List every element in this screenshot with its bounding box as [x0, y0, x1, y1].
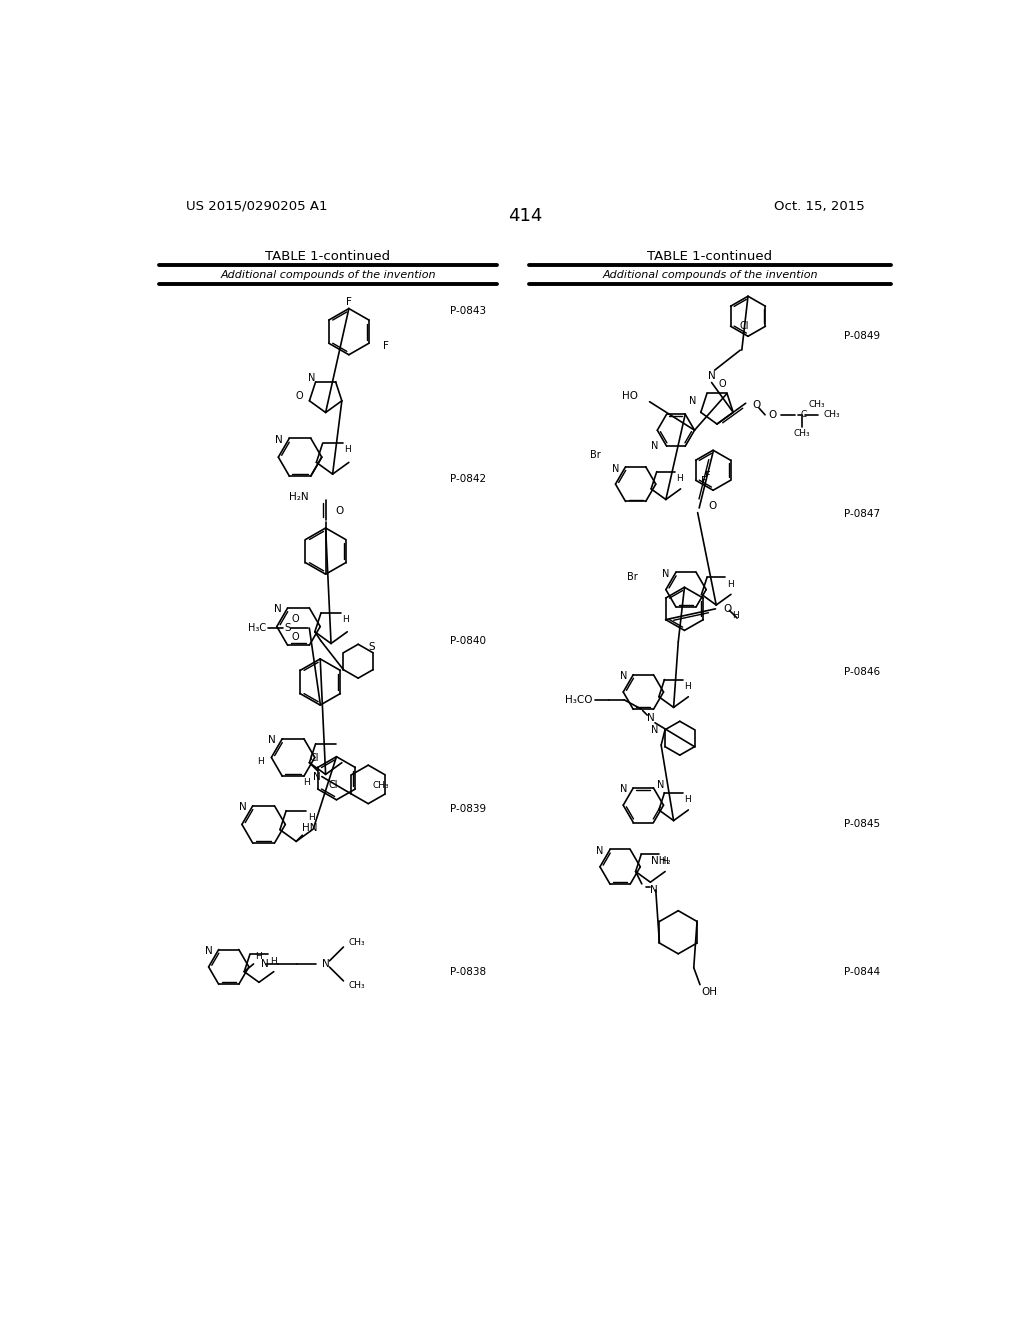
- Text: H₃C: H₃C: [248, 623, 266, 634]
- Text: H: H: [684, 795, 691, 804]
- Text: H: H: [727, 579, 733, 589]
- Text: H: H: [343, 615, 349, 624]
- Text: N: N: [596, 846, 604, 855]
- Text: Cl: Cl: [740, 321, 750, 331]
- Text: TABLE 1-continued: TABLE 1-continued: [647, 251, 772, 264]
- Text: N: N: [308, 374, 315, 383]
- Text: HN: HN: [302, 822, 317, 833]
- Text: N: N: [268, 735, 276, 746]
- Text: H: H: [684, 682, 691, 690]
- Text: H: H: [344, 445, 351, 454]
- Text: H: H: [677, 474, 683, 483]
- Text: P-0847: P-0847: [844, 510, 880, 519]
- Text: Br: Br: [590, 450, 601, 459]
- Text: NH₂: NH₂: [651, 855, 671, 866]
- Text: OH: OH: [701, 987, 718, 998]
- Text: Additional compounds of the invention: Additional compounds of the invention: [220, 271, 435, 280]
- Text: N: N: [651, 725, 658, 735]
- Text: P-0845: P-0845: [844, 820, 880, 829]
- Text: N: N: [647, 713, 655, 723]
- Text: H: H: [269, 957, 276, 966]
- Text: 414: 414: [508, 207, 542, 226]
- Text: N: N: [657, 780, 665, 791]
- Text: H₂N: H₂N: [289, 492, 308, 502]
- Text: N: N: [620, 671, 627, 681]
- Text: N: N: [275, 436, 283, 445]
- Text: N: N: [273, 605, 282, 614]
- Text: O: O: [335, 506, 343, 516]
- Text: CH₃: CH₃: [824, 411, 841, 420]
- Text: O: O: [292, 632, 299, 643]
- Text: N: N: [313, 772, 322, 781]
- Text: O: O: [296, 391, 303, 400]
- Text: O: O: [769, 409, 777, 420]
- Text: H: H: [303, 779, 309, 787]
- Text: S: S: [368, 642, 375, 652]
- Text: F: F: [346, 297, 352, 308]
- Text: N: N: [239, 803, 247, 812]
- Text: F: F: [705, 471, 711, 482]
- Text: Oct. 15, 2015: Oct. 15, 2015: [773, 199, 864, 213]
- Text: O: O: [709, 500, 717, 511]
- Text: P-0844: P-0844: [844, 966, 880, 977]
- Text: N: N: [620, 784, 627, 795]
- Text: N: N: [260, 958, 268, 969]
- Text: N: N: [651, 441, 658, 451]
- Text: CH₃: CH₃: [348, 981, 365, 990]
- Text: Cl: Cl: [329, 780, 338, 791]
- Text: P-0843: P-0843: [450, 306, 486, 315]
- Text: H: H: [257, 756, 263, 766]
- Text: CH₃: CH₃: [373, 781, 389, 791]
- Text: H₃CO: H₃CO: [565, 694, 593, 705]
- Text: N: N: [663, 569, 670, 578]
- Text: O: O: [718, 379, 726, 389]
- Text: P-0846: P-0846: [844, 667, 880, 677]
- Text: Br: Br: [627, 572, 638, 582]
- Text: Additional compounds of the invention: Additional compounds of the invention: [602, 271, 818, 280]
- Text: P-0840: P-0840: [451, 636, 486, 647]
- Text: HO: HO: [622, 391, 638, 400]
- Text: N: N: [322, 958, 330, 969]
- Text: F: F: [383, 342, 389, 351]
- Text: P-0842: P-0842: [450, 474, 486, 483]
- Text: N: N: [649, 884, 657, 895]
- Text: C: C: [801, 411, 807, 420]
- Text: H: H: [662, 857, 668, 866]
- Text: O: O: [723, 603, 731, 614]
- Text: TABLE 1-continued: TABLE 1-continued: [265, 251, 390, 264]
- Text: P-0839: P-0839: [450, 804, 486, 814]
- Text: O: O: [292, 614, 299, 624]
- Text: CH₃: CH₃: [348, 939, 365, 946]
- Text: N: N: [612, 465, 620, 474]
- Text: H: H: [732, 611, 739, 619]
- Text: H: H: [255, 952, 262, 961]
- Text: F: F: [701, 477, 707, 486]
- Text: P-0838: P-0838: [450, 966, 486, 977]
- Text: US 2015/0290205 A1: US 2015/0290205 A1: [186, 199, 328, 213]
- Text: Cl: Cl: [309, 754, 318, 763]
- Text: N: N: [708, 371, 716, 381]
- Text: N: N: [205, 946, 212, 956]
- Text: N: N: [689, 396, 696, 407]
- Text: H: H: [308, 813, 314, 822]
- Text: P-0849: P-0849: [844, 331, 880, 342]
- Text: S: S: [285, 623, 291, 634]
- Text: O: O: [753, 400, 761, 409]
- Text: CH₃: CH₃: [794, 429, 811, 438]
- Text: CH₃: CH₃: [809, 400, 825, 408]
